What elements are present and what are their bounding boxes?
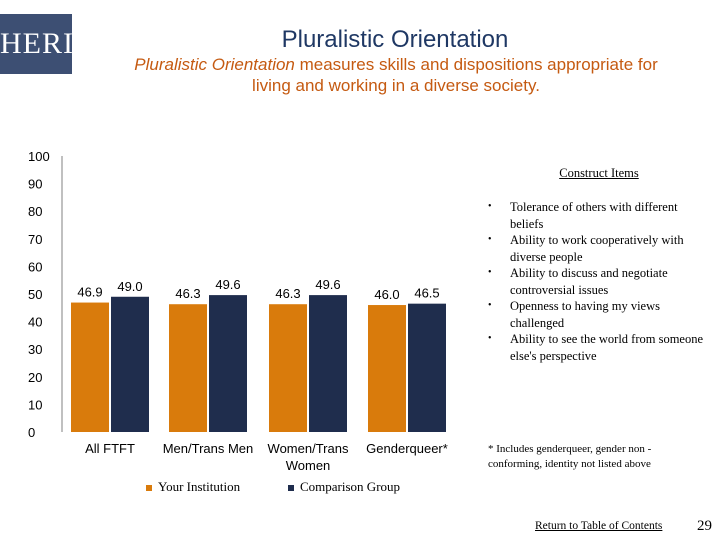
data-label: 46.5 (414, 286, 439, 301)
bar-institution (71, 302, 109, 432)
data-label: 46.3 (275, 286, 300, 301)
construct-list: Tolerance of others with different belie… (486, 199, 712, 364)
construct-item: Ability to discuss and negotiate controv… (486, 265, 712, 298)
legend-swatch-institution (146, 485, 152, 492)
return-to-toc-link[interactable]: Return to Table of Contents (535, 520, 663, 532)
legend-comparison: Comparison Group (288, 479, 400, 495)
bar-comparison (209, 295, 247, 432)
x-category-label: Genderqueer* (366, 441, 448, 456)
x-category-label: Women/Trans (268, 441, 349, 456)
x-category-label: Men/Trans Men (163, 441, 254, 456)
footnote: * Includes genderqueer, gender non - con… (488, 443, 652, 470)
bar-comparison (309, 295, 347, 432)
subtitle-italic: Pluralistic Orientation (134, 55, 295, 74)
y-tick-label: 20 (28, 370, 42, 385)
y-tick-label: 10 (28, 397, 42, 412)
data-label: 46.9 (77, 285, 102, 300)
y-tick-label: 100 (28, 149, 50, 164)
bar-institution (269, 304, 307, 432)
data-label: 49.6 (315, 277, 340, 292)
y-tick-label: 50 (28, 287, 42, 302)
legend-swatch-comparison (288, 485, 294, 492)
legend-label-institution: Your Institution (158, 479, 241, 494)
y-tick-label: 70 (28, 232, 42, 247)
construct-item: Openness to having my views challenged (486, 298, 712, 331)
bar-institution (368, 305, 406, 432)
data-label: 49.0 (117, 279, 142, 294)
y-tick-label: 90 (28, 177, 42, 192)
x-category-label: Women (286, 458, 331, 473)
bar-comparison (408, 303, 446, 432)
heri-logo: HERI (0, 14, 74, 74)
y-tick-label: 40 (28, 315, 42, 330)
construct-items-panel: Construct Items Tolerance of others with… (486, 166, 712, 364)
y-tick-label: 60 (28, 259, 42, 274)
construct-heading: Construct Items (559, 166, 639, 180)
data-label: 49.6 (215, 277, 240, 292)
y-tick-label: 80 (28, 204, 42, 219)
bar-institution (169, 304, 207, 432)
page-subtitle: Pluralistic Orientation measures skills … (90, 54, 702, 96)
subtitle-line1-rest: measures skills and dispositions appropr… (294, 55, 658, 74)
construct-item: Ability to see the world from someone el… (486, 331, 712, 364)
logo-text: HERI (0, 27, 74, 60)
legend-label-comparison: Comparison Group (300, 479, 401, 494)
y-tick-label: 30 (28, 342, 42, 357)
construct-item: Ability to work cooperatively with diver… (486, 232, 712, 265)
data-label: 46.0 (374, 287, 399, 302)
page-number: 29 (697, 518, 712, 534)
page-title: Pluralistic Orientation (281, 26, 509, 53)
y-tick-label: 0 (28, 425, 35, 440)
legend: Your Institution (146, 479, 240, 495)
bar-comparison (111, 296, 149, 432)
x-category-label: All FTFT (85, 441, 135, 456)
construct-item: Tolerance of others with different belie… (486, 199, 712, 232)
subtitle-line2: living and working in a diverse society. (252, 76, 540, 95)
data-label: 46.3 (175, 286, 200, 301)
